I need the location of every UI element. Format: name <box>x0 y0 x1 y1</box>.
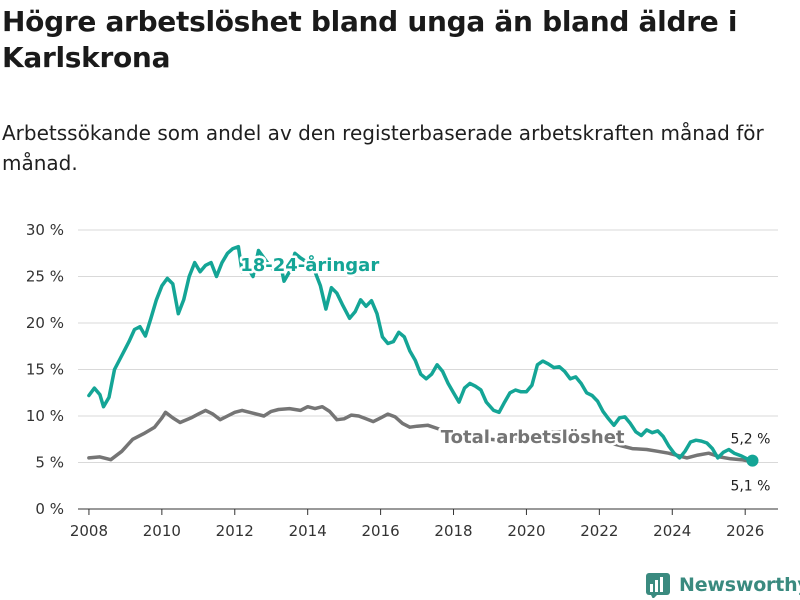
newsworthy-logo-icon <box>646 573 670 598</box>
brand-name: Newsworthy <box>679 574 800 596</box>
y-tick-label: 20 % <box>26 314 64 332</box>
endpoint-youth <box>746 454 759 467</box>
series-line-youth <box>87 244 755 463</box>
x-tick-label: 2010 <box>143 522 181 540</box>
x-tick-label: 2022 <box>580 522 618 540</box>
x-tick-label: 2020 <box>507 522 545 540</box>
series-line-total <box>87 404 755 464</box>
x-tick-label: 2008 <box>70 522 108 540</box>
end-value-label-youth: 5,2 % <box>730 432 770 448</box>
x-tick-label: 2024 <box>653 522 691 540</box>
y-tick-label: 25 % <box>26 268 64 286</box>
x-tick-label: 2018 <box>434 522 472 540</box>
y-tick-label: 5 % <box>35 454 64 472</box>
x-tick-label: 2014 <box>289 522 327 540</box>
y-tick-label: 15 % <box>26 361 64 379</box>
end-value-label-total: 5,1 % <box>730 479 770 495</box>
y-tick-label: 0 % <box>35 500 64 518</box>
x-tick-label: 2016 <box>362 522 400 540</box>
series-label-total: Total arbetslöshet <box>441 427 625 448</box>
x-tick-label: 2026 <box>726 522 764 540</box>
chart-subtitle: Arbetssökande som andel av den registerb… <box>2 121 764 175</box>
line-chart: 0 % 5 % 10 % 15 % 20 % 25 % 30 % 2008 2010 2012 20… <box>26 221 778 540</box>
x-tick-label: 2012 <box>216 522 254 540</box>
y-tick-label: 10 % <box>26 407 64 425</box>
page-title: Högre arbetslöshet bland unga än bland ä… <box>2 5 738 74</box>
y-tick-label: 30 % <box>26 221 64 239</box>
series-label-youth: 18-24-åringar <box>240 254 379 276</box>
newsworthy-logo: Newsworthy <box>645 570 800 600</box>
